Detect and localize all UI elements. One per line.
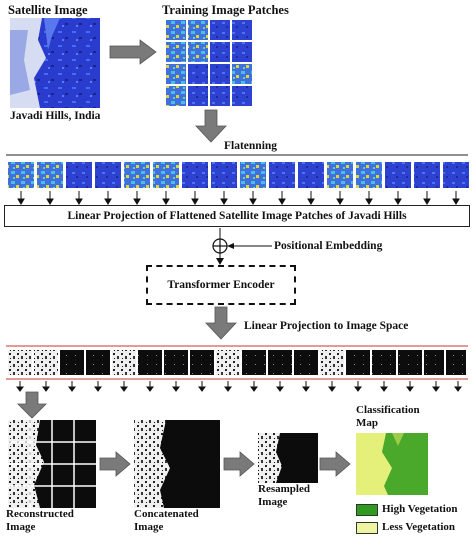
transformer-encoder-label: Transformer Encoder (167, 279, 275, 291)
projection-to-image-label: Linear Projection to Image Space (244, 320, 409, 332)
projected-patches-row (8, 350, 466, 375)
transformer-encoder-box: Transformer Encoder (146, 265, 296, 305)
reconstructed-label-1: Reconstructed (6, 508, 74, 520)
linear-projection-box: Linear Projection of Flattened Satellite… (4, 205, 470, 227)
satellite-image (10, 18, 100, 108)
location-label: Javadi Hills, India (10, 110, 101, 122)
resampled-label-2: Image (258, 496, 288, 508)
classification-label-1: Classification (356, 404, 420, 416)
legend-swatch-less (356, 522, 378, 534)
positional-embedding-node (212, 228, 272, 265)
reconstructed-label-2: Image (6, 521, 36, 533)
legend-swatch-high (356, 504, 378, 516)
legend-label-high: High Vegetation (382, 503, 458, 515)
training-patches-grid (164, 18, 254, 108)
legend-label-less: Less Vegetation (382, 521, 456, 533)
projection-arrows (16, 381, 462, 392)
flatten-arrows (17, 191, 460, 205)
concatenated-image (134, 420, 220, 508)
resampled-label-1: Resampled (258, 483, 310, 495)
reconstructed-image (8, 420, 96, 508)
training-patches-title: Training Image Patches (162, 3, 289, 17)
resampled-image (258, 433, 318, 483)
satellite-image-title: Satellite Image (8, 3, 88, 17)
concatenated-label-1: Concatenated (134, 508, 199, 520)
concatenated-label-2: Image (134, 521, 164, 533)
classification-label-2: Map (356, 417, 378, 429)
flattened-patches-row (8, 162, 469, 188)
linear-projection-label: Linear Projection of Flattened Satellite… (67, 210, 407, 222)
positional-embedding-label: Positional Embedding (274, 240, 383, 252)
classification-map (356, 433, 428, 495)
flattening-label: Flatenning (224, 140, 278, 152)
